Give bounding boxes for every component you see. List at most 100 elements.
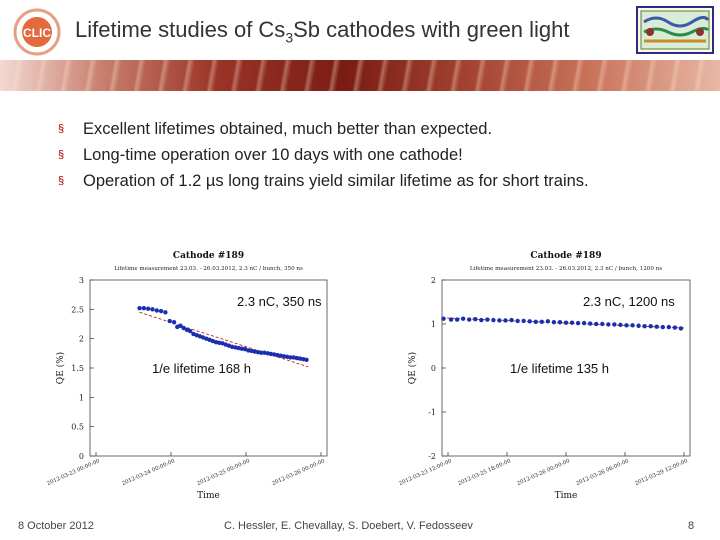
bullet-list: § Excellent lifetimes obtained, much bett… — [58, 118, 589, 196]
data-point — [636, 323, 641, 328]
data-point — [606, 322, 611, 327]
data-point — [594, 321, 599, 327]
x-tick-label: 2012-03-24 00:00:00 — [121, 458, 176, 487]
footer-date: 8 October 2012 — [18, 520, 94, 532]
data-point — [660, 324, 665, 330]
data-point — [187, 328, 193, 334]
y-tick-label: 2 — [431, 276, 436, 285]
data-point — [304, 357, 309, 362]
qe-plot-350ns: Cathode #189 Lifetime measurement 23.03. … — [32, 246, 342, 502]
data-point — [666, 324, 672, 330]
data-point — [533, 319, 538, 324]
data-point — [497, 318, 502, 323]
chart-subtitle: Lifetime measurement 23.03. - 26.03.2012… — [470, 266, 662, 272]
x-tick-label: 2012-03-26 06:00:00 — [575, 458, 630, 487]
data-point — [654, 324, 659, 329]
bullet-item: § Long-time operation over 10 days with o… — [58, 144, 589, 170]
data-point — [575, 320, 581, 326]
data-point — [154, 308, 159, 313]
y-tick-label: 3 — [79, 276, 84, 285]
y-tick-label: 1.5 — [71, 364, 84, 373]
data-point — [441, 316, 446, 321]
data-point — [137, 305, 142, 311]
plot-frame — [441, 279, 691, 457]
data-point — [515, 318, 520, 324]
data-point — [467, 317, 472, 322]
data-point — [141, 305, 147, 311]
chart-title: Cathode #189 — [173, 251, 244, 261]
data-point — [545, 319, 551, 324]
bullet-marker: § — [58, 175, 65, 187]
x-tick-label: 2012-03-26 00:00:00 — [271, 458, 326, 487]
data-point — [158, 308, 164, 314]
data-point — [479, 317, 484, 323]
data-point — [600, 321, 605, 327]
x-axis-label: Time — [555, 491, 578, 501]
header-banner — [0, 60, 720, 91]
data-point — [145, 306, 151, 311]
data-point — [612, 322, 617, 327]
x-tick-label: 2012-03-26 00:00:00 — [516, 458, 571, 487]
data-point — [181, 325, 186, 331]
data-point — [259, 350, 264, 355]
data-point — [167, 318, 172, 324]
data-point — [448, 317, 454, 322]
lifetime-annotation-135h: 1/e lifetime 135 h — [510, 361, 610, 376]
page-number: 8 — [688, 520, 695, 532]
x-axis-label: Time — [197, 491, 220, 501]
data-point — [569, 320, 575, 325]
data-point — [581, 320, 587, 326]
bullet-item: § Excellent lifetimes obtained, much bett… — [58, 118, 589, 144]
data-point — [672, 325, 678, 330]
qe-chart-350ns: Cathode #189 Lifetime measurement 23.03. … — [46, 251, 328, 501]
chart-subtitle: Lifetime measurement 23.03. - 26.03.2012… — [114, 266, 303, 272]
data-point — [551, 320, 557, 325]
data-point — [527, 319, 532, 324]
y-tick-label: 1 — [79, 393, 84, 402]
data-point — [491, 317, 496, 323]
logo-text: CLIC — [23, 26, 51, 40]
y-tick-label: 0 — [431, 364, 436, 373]
x-tick-label: 2012-03-23 00:00:00 — [46, 458, 101, 487]
x-tick-label: 2012-03-25 18:00:00 — [457, 458, 512, 487]
bullet-text: Long-time operation over 10 days with on… — [83, 146, 463, 164]
data-point — [509, 317, 514, 323]
bullet-marker: § — [58, 123, 65, 135]
data-point — [648, 324, 653, 329]
data-point — [630, 323, 635, 328]
data-point — [178, 323, 183, 328]
data-point — [678, 326, 684, 331]
qe-chart-1200ns: Cathode #189 Lifetime measurement 23.03. … — [398, 251, 691, 501]
y-tick-label: 2.5 — [71, 305, 84, 314]
data-point — [539, 319, 545, 324]
slide-title: Lifetime studies of Cs3Sb cathodes with … — [75, 17, 570, 46]
clic-logo: CLIC — [13, 8, 61, 56]
data-point — [163, 310, 168, 315]
bullet-item: § Operation of 1.2 µs long trains yield s… — [58, 170, 589, 196]
data-point — [563, 320, 569, 325]
charge-annotation-350ns: 2.3 nC, 350 ns — [237, 294, 322, 309]
data-point — [485, 317, 490, 322]
bullet-text: Operation of 1.2 µs long trains yield si… — [83, 172, 589, 190]
institute-badge-icon — [636, 6, 714, 54]
y-axis-label: QE (%) — [407, 352, 418, 384]
data-point — [503, 318, 508, 323]
qe-plot-1200ns: Cathode #189 Lifetime measurement 23.03. … — [396, 246, 708, 502]
y-tick-label: -1 — [428, 408, 436, 417]
x-tick-label: 2012-03-23 12:00:00 — [398, 458, 453, 487]
data-point — [624, 323, 629, 328]
y-axis-label: QE (%) — [55, 352, 66, 384]
data-point — [473, 316, 478, 322]
footer-authors: C. Hessler, E. Chevallay, S. Doebert, V.… — [224, 520, 473, 532]
chart-title: Cathode #189 — [530, 251, 601, 261]
x-tick-label: 2012-03-25 00:00:00 — [196, 458, 251, 487]
data-point — [454, 317, 460, 322]
lifetime-annotation-168h: 1/e lifetime 168 h — [152, 361, 252, 376]
data-point — [642, 324, 647, 329]
data-point — [618, 322, 623, 328]
data-point — [288, 355, 293, 360]
data-point — [521, 318, 526, 324]
y-tick-label: 1 — [431, 320, 436, 329]
x-tick-label: 2012-03-29 12:00:00 — [634, 458, 689, 487]
plot-frame — [89, 279, 328, 457]
